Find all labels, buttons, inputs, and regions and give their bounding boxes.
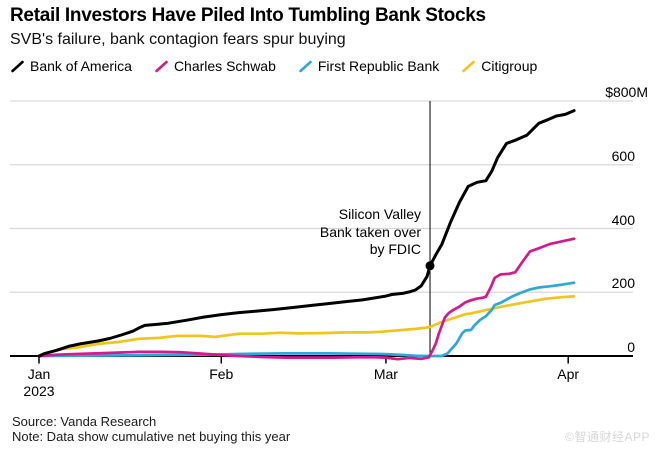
legend-swatch-icon bbox=[462, 60, 476, 72]
series-line-charles-schwab bbox=[37, 237, 576, 361]
legend-item-citigroup: Citigroup bbox=[461, 58, 537, 74]
legend-label: Bank of America bbox=[30, 58, 132, 74]
legend-label: Charles Schwab bbox=[173, 58, 276, 74]
event-marker-dot bbox=[425, 261, 435, 271]
page-title: Retail Investors Have Piled Into Tumblin… bbox=[10, 5, 486, 26]
legend-swatch-icon bbox=[299, 60, 312, 72]
source-line: Source: Vanda Research bbox=[12, 414, 157, 429]
legend-item-first-republic-bank: First Republic Bank bbox=[298, 58, 439, 74]
note-line: Note: Data show cumulative net buying th… bbox=[12, 429, 291, 444]
legend-item-charles-schwab: Charles Schwab bbox=[154, 58, 276, 74]
legend-swatch-icon bbox=[11, 60, 24, 72]
legend-item-bank-of-america: Bank of America bbox=[10, 58, 132, 74]
chart-subtitle: SVB's failure, bank contagion fears spur… bbox=[10, 31, 346, 48]
legend-label: Citigroup bbox=[481, 58, 538, 74]
chart-legend: Bank of America Charles Schwab First Rep… bbox=[10, 58, 537, 74]
series-line-bank-of-america bbox=[37, 109, 576, 358]
watermark: ©智通财经APP bbox=[565, 430, 650, 444]
legend-label: First Republic Bank bbox=[317, 58, 440, 74]
legend-swatch-icon bbox=[155, 60, 168, 72]
series-line-first-republic-bank bbox=[37, 281, 576, 358]
series-line-citigroup bbox=[37, 295, 576, 358]
